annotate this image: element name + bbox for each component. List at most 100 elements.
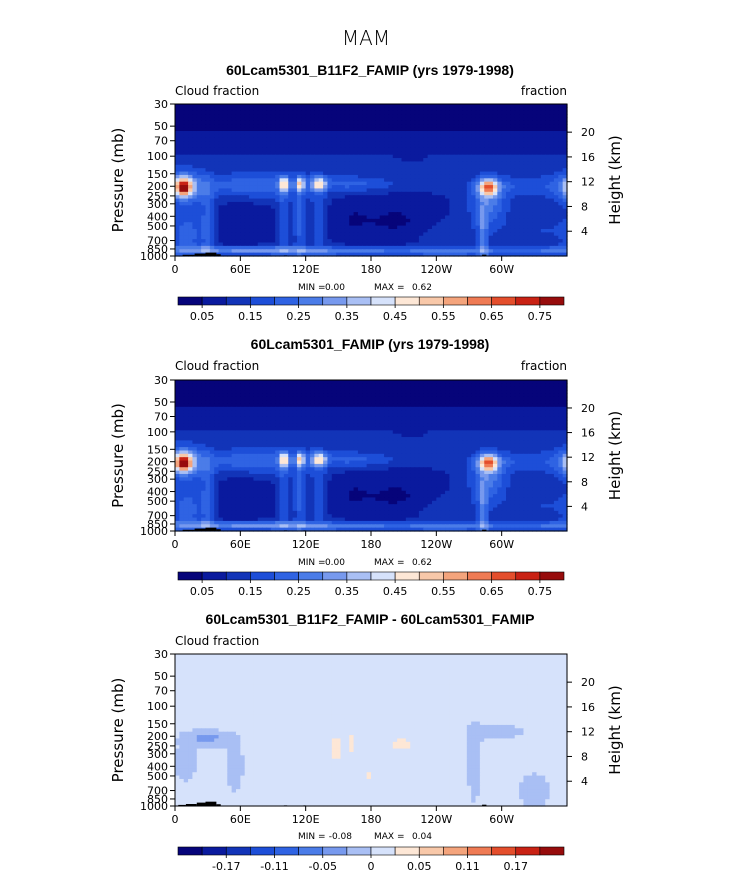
heat-cell (549, 390, 555, 395)
heat-cell (392, 114, 398, 119)
heat-cell (392, 158, 398, 163)
heat-cell (244, 120, 250, 125)
heat-cell (192, 208, 198, 213)
heat-cell (484, 393, 490, 398)
heat-cell (288, 212, 294, 217)
heat-cell (492, 141, 498, 146)
heat-cell (506, 137, 511, 142)
heat-cell (527, 386, 533, 391)
heat-cell (536, 154, 542, 159)
heat-cell (445, 403, 450, 408)
heat-cell (523, 154, 529, 159)
heat-cell (270, 174, 276, 179)
heat-cell (501, 151, 507, 156)
heat-cell (375, 104, 381, 108)
heat-cell (179, 191, 185, 196)
heat-cell (471, 158, 477, 163)
heat-cell (327, 222, 333, 227)
heat-cell (519, 205, 525, 210)
heat-cell (349, 114, 355, 119)
heat-cell (266, 188, 272, 193)
heat-cell (540, 239, 546, 244)
heat-cell (336, 191, 342, 196)
heat-cell (188, 107, 194, 112)
heat-cell (196, 120, 202, 125)
heat-cell (183, 168, 189, 173)
heat-cell (462, 390, 468, 395)
heat-cell (397, 215, 403, 220)
heat-cell (410, 225, 416, 230)
heat-cell (384, 110, 390, 115)
heat-cell (492, 406, 498, 411)
heat-cell (410, 249, 416, 254)
heat-cell (405, 164, 411, 169)
heat-cell (449, 383, 455, 388)
heat-cell (257, 380, 263, 384)
heat-cell (344, 117, 350, 122)
heat-cell (279, 137, 285, 142)
heat-cell (501, 141, 507, 146)
heat-cell (562, 124, 568, 129)
heat-cell (553, 215, 559, 220)
heat-cell (331, 174, 337, 179)
heat-cell (497, 383, 503, 388)
heat-cell (453, 383, 459, 388)
heat-cell (175, 131, 180, 135)
heat-cell (214, 181, 220, 186)
heat-cell (414, 107, 420, 112)
heat-cell (227, 161, 233, 166)
heat-cell (549, 225, 555, 230)
heat-cell (449, 137, 455, 142)
heat-cell (344, 127, 350, 132)
heat-cell (462, 239, 468, 244)
heat-cell (458, 120, 464, 125)
heat-cell (440, 208, 446, 213)
heat-cell (279, 396, 285, 401)
heat-cell (488, 242, 494, 247)
heat-cell (331, 222, 337, 227)
heat-cell (336, 242, 342, 247)
heat-cell (458, 198, 464, 203)
heat-cell (179, 154, 185, 159)
heat-cell (510, 386, 516, 391)
heat-cell (431, 120, 437, 125)
heat-cell (292, 185, 298, 190)
colorbar-label: 0.45 (383, 310, 408, 323)
heat-cell (327, 168, 333, 173)
heat-cell (375, 181, 381, 186)
heat-cell (558, 195, 564, 200)
heat-cell (235, 191, 241, 196)
heat-cell (353, 164, 359, 169)
heat-cell (388, 137, 394, 142)
heat-cell (553, 228, 559, 233)
heat-cell (484, 218, 490, 223)
heat-cell (301, 225, 307, 230)
heat-cell (331, 127, 337, 132)
heat-cell (275, 141, 281, 146)
heat-cell (336, 225, 342, 230)
heat-cell (401, 120, 407, 125)
heat-cell (466, 151, 472, 156)
heat-cell (201, 181, 207, 186)
heat-cell (436, 171, 442, 176)
heat-cell (336, 400, 342, 405)
heat-cell (292, 161, 298, 166)
heat-cell (479, 191, 485, 196)
heat-cell (514, 245, 520, 250)
heat-cell (227, 380, 233, 384)
heat-cell (314, 154, 320, 159)
heat-cell (231, 164, 237, 169)
heat-cell (418, 158, 424, 163)
heat-cell (466, 104, 472, 108)
heat-cell (488, 137, 494, 142)
heat-cell (179, 141, 185, 146)
heat-cell (479, 393, 485, 398)
heat-cell (218, 249, 224, 254)
heat-cell (196, 225, 202, 230)
heat-cell (366, 390, 372, 395)
heat-cell (209, 403, 215, 408)
heat-cell (244, 198, 250, 203)
heat-cell (318, 215, 324, 220)
heat-cell (440, 232, 446, 237)
heat-cell (353, 161, 359, 166)
